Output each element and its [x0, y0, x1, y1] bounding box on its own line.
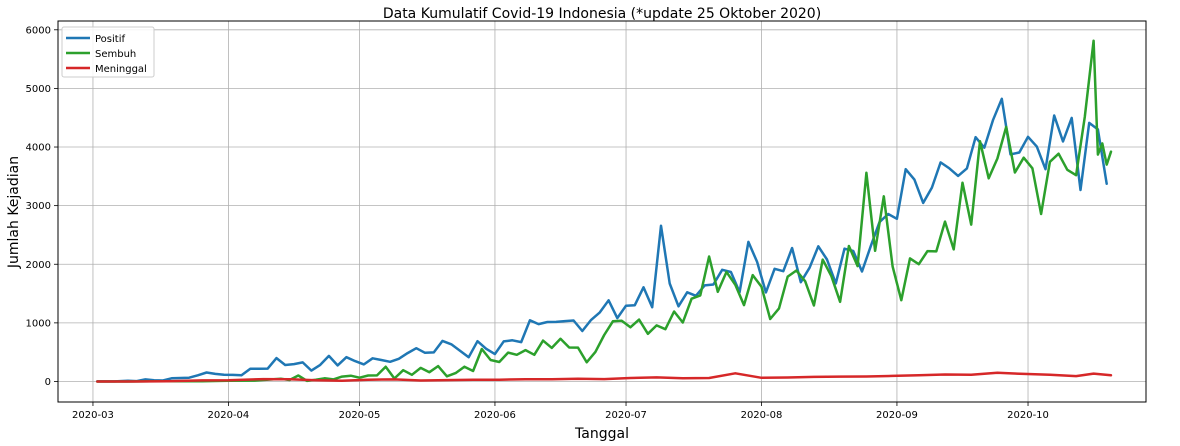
x-tick-label: 2020-06 — [474, 410, 516, 421]
legend-box — [61, 26, 155, 78]
grid — [58, 21, 1146, 402]
x-axis-title: Tanggal — [574, 426, 629, 442]
y-tick-label: 1000 — [26, 318, 51, 329]
y-axis-title: Jumlah Kejadian — [6, 156, 22, 269]
series-line-meninggal — [96, 371, 1113, 383]
x-tick-label: 2020-09 — [876, 410, 918, 421]
x-tick-label: 2020-07 — [605, 410, 647, 421]
plot-frame — [57, 20, 1147, 403]
y-tick-label: 3000 — [26, 201, 51, 212]
axis-ticks: 2020-03 2020-04 2020-05 2020-06 2020-07 2020-… — [26, 25, 1049, 421]
legend-label-meninggal: Meninggal — [95, 64, 147, 75]
series-lines — [96, 39, 1113, 383]
x-tick-label: 2020-10 — [1007, 410, 1049, 421]
y-tick-label: 5000 — [26, 84, 51, 95]
legend-label-sembuh: Sembuh — [95, 49, 136, 60]
legend: Positif Sembuh Meninggal — [61, 26, 155, 78]
x-tick-label: 2020-04 — [208, 410, 250, 421]
legend-label-positif: Positif — [95, 34, 125, 45]
y-tick-label: 6000 — [26, 25, 51, 36]
y-tick-label: 2000 — [26, 260, 51, 271]
x-tick-label: 2020-05 — [339, 410, 381, 421]
x-tick-label: 2020-03 — [72, 410, 114, 421]
y-tick-label: 0 — [45, 377, 51, 388]
x-tick-label: 2020-08 — [741, 410, 783, 421]
chart-title: Data Kumulatif Covid-19 Indonesia (*upda… — [383, 6, 821, 22]
series-line-sembuh — [96, 39, 1113, 383]
series-line-positif — [96, 97, 1108, 383]
y-tick-label: 4000 — [26, 143, 51, 154]
